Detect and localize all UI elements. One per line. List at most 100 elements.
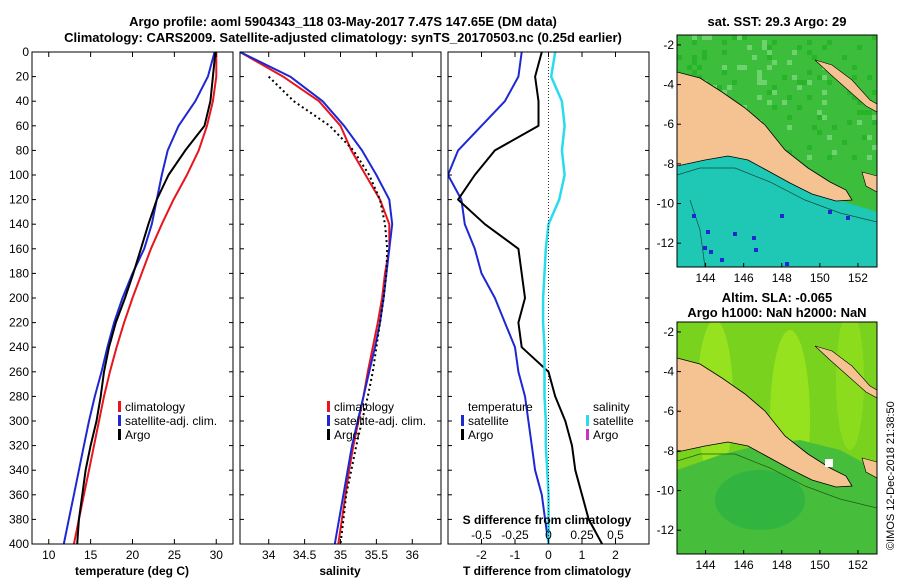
sal-legend-climatology-swatch <box>327 401 330 412</box>
salinity-xlabel: salinity <box>319 564 361 578</box>
sst-pixel <box>797 85 802 90</box>
map-xtick-label: 152 <box>848 558 868 572</box>
diff-legend-temp-argo-label: Argo <box>468 428 494 442</box>
sst-pixel <box>832 125 837 130</box>
sst-pixel <box>872 35 877 40</box>
sst-pixel <box>867 75 872 80</box>
sst-pixel <box>737 35 742 40</box>
series-line-climatology <box>240 52 391 544</box>
map-xtick-label: 148 <box>772 558 792 572</box>
sst-pixel <box>692 35 697 40</box>
map-ytick-label: -10 <box>657 484 675 498</box>
sst-pixel <box>677 55 682 60</box>
salinity-legend: climatology satellite-adj. clim. Argo <box>327 400 426 442</box>
sst-pixel <box>767 90 772 95</box>
map-xtick-label: 152 <box>848 271 868 285</box>
sst-pixel <box>722 65 727 70</box>
xtick-label: 30 <box>210 548 224 562</box>
ytick-label: 160 <box>9 242 29 256</box>
sst-depth-contour-2 <box>689 199 706 267</box>
legend-temperature-title: temperature <box>468 400 533 414</box>
ytick-label: 120 <box>9 193 29 207</box>
temperature-legend: climatology satellite-adj. clim. Argo <box>118 400 217 442</box>
sst-pixel <box>872 115 877 120</box>
ytick-label: 100 <box>9 168 29 182</box>
sst-pixel <box>807 95 812 100</box>
sst-pixel <box>857 110 862 115</box>
diff-legend-sal-satellite-label: satellite <box>593 414 634 428</box>
sst-pixel <box>707 35 712 40</box>
sst-pixel <box>687 65 692 70</box>
imos-credit: ©IMOS 12-Dec-2018 21:38:50 <box>885 401 897 550</box>
ytick-label: 240 <box>9 340 29 354</box>
sst-pixel <box>757 95 762 100</box>
sst-pixel <box>872 120 877 125</box>
sla-land-png <box>677 357 853 488</box>
sst-pixel <box>867 135 872 140</box>
sst-pixel <box>807 40 812 45</box>
diff-legend-temp-satellite-swatch <box>461 415 464 426</box>
sst-pixel <box>722 70 727 75</box>
sst-pixel <box>867 155 872 160</box>
map-ytick-label: -12 <box>657 523 675 537</box>
sst-pixel <box>807 145 812 150</box>
sst-pixel <box>767 45 772 50</box>
map-ytick-label: -4 <box>663 78 674 92</box>
sst-pixel <box>857 120 862 125</box>
sst-pixel <box>857 45 862 50</box>
sst-pixel <box>782 100 787 105</box>
legend-satellite-swatch <box>118 415 121 426</box>
difference-panel: -2 -1 0 1 2 -0.5 -0.25 0 0.25 0.5 T difference fr… <box>447 51 650 578</box>
xtick-label: 36 <box>406 548 420 562</box>
sal-legend-satellite-swatch <box>327 415 330 426</box>
sst-pixel <box>717 85 722 90</box>
s-tick-label: 0.25 <box>570 528 594 542</box>
difference-toplabel: S difference from climatology <box>463 513 632 527</box>
sst-pixel <box>732 80 737 85</box>
series-line-argo <box>76 52 217 544</box>
ytick-label: 140 <box>9 217 29 231</box>
sst-pixel <box>822 115 827 120</box>
series-line-argo <box>268 75 389 544</box>
s-tick-label: -0.5 <box>471 528 492 542</box>
sst-pixel <box>842 140 847 145</box>
sst-pixel <box>807 155 812 160</box>
sst-pixel <box>797 45 802 50</box>
xtick-label: 10 <box>42 548 56 562</box>
sst-map-panel: sat. SST: 29.3 Argo: 29 144 146 148 150 152 -… <box>657 14 878 285</box>
xtick-label: 0 <box>545 548 552 562</box>
xtick-label: -2 <box>476 548 487 562</box>
sst-argo-dot <box>692 214 696 218</box>
ytick-label: 280 <box>9 389 29 403</box>
sst-pixel <box>827 40 832 45</box>
sst-pixel <box>817 75 822 80</box>
legend-satellite-label: satellite-adj. clim. <box>125 414 217 428</box>
map-ytick-label: -10 <box>657 197 675 211</box>
ytick-label: 220 <box>9 316 29 330</box>
sst-pixel <box>772 90 777 95</box>
ytick-label: 0 <box>22 45 29 59</box>
xtick-label: 1 <box>579 548 586 562</box>
xtick-label: 15 <box>84 548 98 562</box>
sst-pixel <box>827 135 832 140</box>
sst-ocean-south <box>677 150 877 267</box>
xtick-label: 35 <box>334 548 348 562</box>
sst-pixel <box>787 115 792 120</box>
map-ytick-label: -4 <box>663 365 674 379</box>
sst-depth-contour <box>677 167 877 223</box>
map-ytick-label: -8 <box>663 444 674 458</box>
map-ytick-label: -2 <box>663 325 674 339</box>
sst-pixel <box>862 110 867 115</box>
sst-pixel <box>817 115 822 120</box>
ytick-label: 400 <box>9 537 29 551</box>
diff-legend-sal-satellite-swatch <box>586 415 589 426</box>
sal-legend-satellite-label: satellite-adj. clim. <box>334 414 426 428</box>
sst-pixel <box>767 55 772 60</box>
sst-pixel <box>757 70 762 75</box>
sst-pixel <box>697 65 702 70</box>
salinity-panel: 34 34.5 35 35.5 36 salinity climatology sate… <box>239 51 442 578</box>
sla-map-panel: Altim. SLA: -0.065 Argo h1000: NaN h2000… <box>657 290 878 572</box>
sst-pixel <box>787 150 792 155</box>
sst-pixel <box>742 65 747 70</box>
